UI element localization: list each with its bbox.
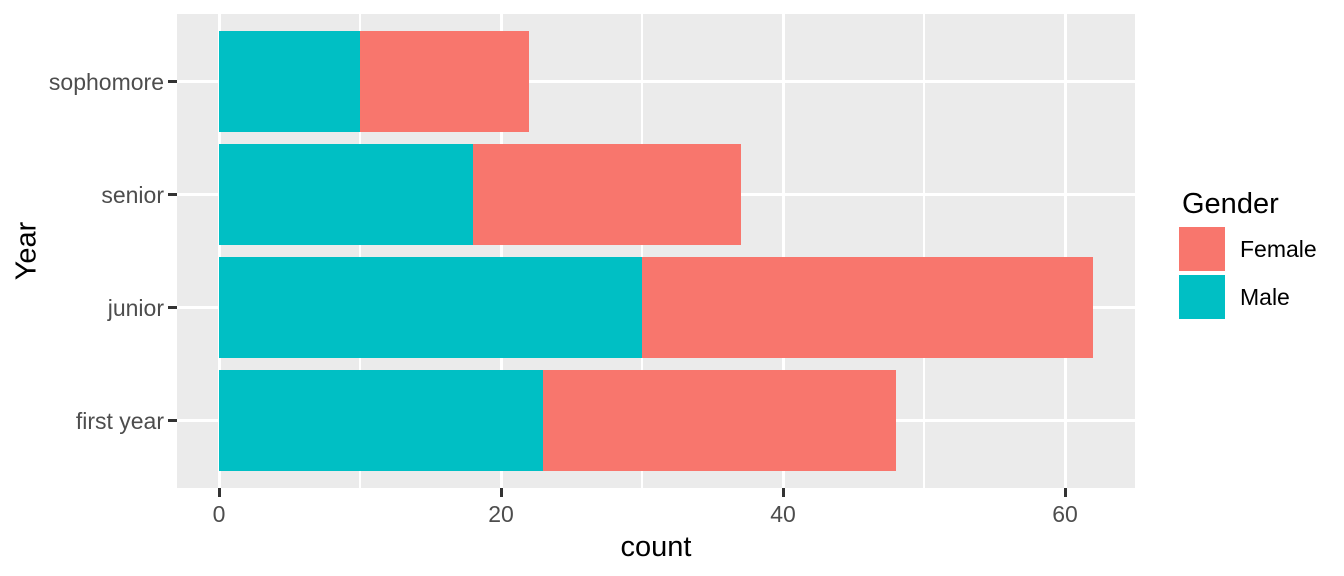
y-tick-sophomore [168, 80, 177, 83]
x-axis-label-20: 20 [488, 501, 514, 527]
y-axis-label-junior: junior [107, 294, 164, 321]
legend: Gender Female Male [1179, 187, 1317, 323]
legend-swatch-male [1179, 275, 1225, 319]
x-axis-label-40: 40 [770, 501, 796, 527]
bar-segment-senior-female [472, 144, 741, 245]
gridline-minor-x-50 [923, 14, 925, 488]
legend-title: Gender [1182, 188, 1279, 220]
bar-segment-sophomore-male [219, 31, 360, 132]
y-axis-title: Year [10, 221, 43, 281]
x-axis-title: count [620, 531, 692, 563]
x-axis-label-60: 60 [1052, 501, 1078, 527]
bar-segment-senior-male [219, 144, 473, 245]
gridline-major-x-0 [217, 14, 221, 488]
x-axis-label-0: 0 [212, 501, 226, 527]
gridline-major-x-40 [781, 14, 785, 488]
gridline-major-y-sophomore [177, 80, 1135, 83]
bar-segment-sophomore-female [360, 31, 530, 132]
y-tick-senior [168, 193, 177, 196]
bar-segment-junior-male [219, 257, 642, 358]
y-axis-label-sophomore: sophomore [48, 68, 164, 95]
bar-segment-first-year-male [219, 370, 544, 471]
legend-entry-female: Female [1179, 227, 1317, 271]
x-tick-20 [499, 488, 503, 497]
gridline-minor-x-30 [641, 14, 643, 488]
legend-label-male: Male [1240, 283, 1290, 310]
plot-panel [177, 14, 1135, 488]
bar-segment-first-year-female [543, 370, 896, 471]
legend-entry-male: Male [1179, 275, 1317, 319]
gridline-major-x-60 [1063, 14, 1067, 488]
legend-swatch-female [1179, 227, 1225, 271]
gridline-major-x-20 [499, 14, 503, 488]
gridline-minor-x-10 [359, 14, 361, 488]
x-tick-0 [217, 488, 221, 497]
x-tick-60 [1063, 488, 1067, 497]
legend-label-female: Female [1240, 235, 1317, 262]
bar-segment-junior-female [642, 257, 1094, 358]
y-tick-first-year [168, 419, 177, 422]
y-axis-label-senior: senior [101, 181, 164, 208]
y-tick-junior [168, 306, 177, 309]
y-axis-label-first-year: first year [75, 407, 164, 434]
legend-keys: Female Male [1179, 227, 1317, 319]
x-tick-40 [781, 488, 785, 497]
